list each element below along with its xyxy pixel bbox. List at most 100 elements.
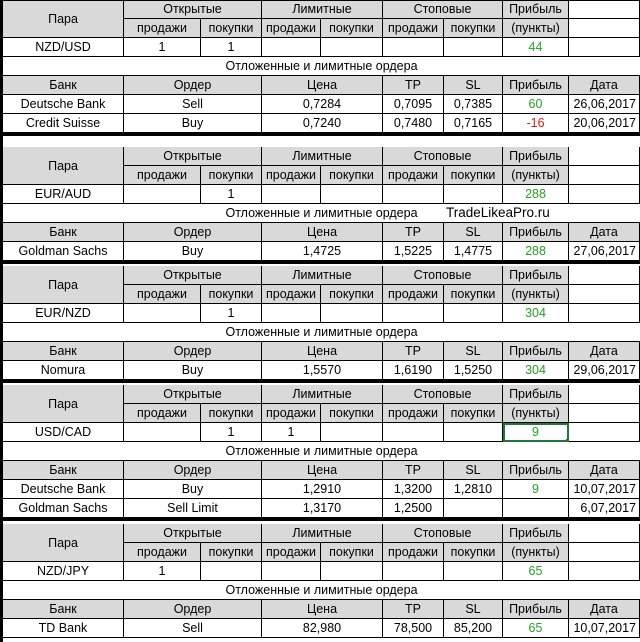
order-sl[interactable]: 0,7385 bbox=[444, 95, 503, 114]
order-type[interactable]: Sell bbox=[124, 95, 262, 114]
pair-name[interactable]: NZD/USD bbox=[3, 38, 124, 57]
open-buy-value[interactable] bbox=[201, 562, 262, 581]
order-date[interactable]: 26,06,2017 bbox=[569, 95, 640, 114]
order-profit-header[interactable]: Прибыль bbox=[503, 342, 569, 361]
order-price[interactable]: 1,2910 bbox=[262, 480, 383, 499]
pair-profit-value[interactable]: 44 bbox=[503, 38, 569, 57]
stop-header[interactable]: Стоповые bbox=[383, 266, 503, 285]
limit-buy-value[interactable] bbox=[321, 185, 383, 204]
stop-buy-value[interactable] bbox=[444, 304, 503, 323]
fill-handle[interactable] bbox=[566, 439, 571, 444]
sl-header[interactable]: SL bbox=[444, 342, 503, 361]
open-sell-header[interactable]: продажи bbox=[124, 285, 201, 304]
limit-buy-header[interactable]: покупки bbox=[321, 19, 383, 38]
profit-header[interactable]: Прибыль bbox=[503, 0, 569, 19]
stop-buy-value[interactable] bbox=[444, 423, 503, 442]
pair-header[interactable]: Пара bbox=[3, 266, 124, 304]
open-buy-value[interactable]: 1 bbox=[201, 423, 262, 442]
order-tp[interactable]: 1,2500 bbox=[383, 499, 444, 518]
limit-sell-value[interactable] bbox=[262, 185, 321, 204]
order-sl[interactable]: 1,2810 bbox=[444, 480, 503, 499]
stop-sell-header[interactable]: продажи bbox=[383, 19, 444, 38]
date-header[interactable]: Дата bbox=[569, 600, 640, 619]
pending-orders-title[interactable]: Отложенные и лимитные ордера bbox=[3, 204, 640, 223]
limit-buy-header[interactable]: покупки bbox=[321, 404, 383, 423]
order-bank[interactable]: Goldman Sachs bbox=[3, 242, 124, 261]
order-profit[interactable]: 60 bbox=[503, 95, 569, 114]
order-tp[interactable]: 0,7095 bbox=[383, 95, 444, 114]
open-header[interactable]: Открытые bbox=[124, 266, 262, 285]
open-sell-header[interactable]: продажи bbox=[124, 166, 201, 185]
order-profit-header[interactable]: Прибыль bbox=[503, 223, 569, 242]
points-header[interactable]: (пункты) bbox=[503, 285, 569, 304]
empty-cell[interactable] bbox=[569, 524, 640, 543]
points-header[interactable]: (пункты) bbox=[503, 19, 569, 38]
pair-profit-value[interactable]: 304 bbox=[503, 304, 569, 323]
stop-buy-header[interactable]: покупки bbox=[444, 285, 503, 304]
limit-header[interactable]: Лимитные bbox=[262, 0, 383, 19]
order-header[interactable]: Ордер bbox=[124, 342, 262, 361]
order-date[interactable]: 6,07,2017 bbox=[569, 499, 640, 518]
order-type[interactable]: Buy bbox=[124, 242, 262, 261]
limit-buy-value[interactable] bbox=[321, 38, 383, 57]
pending-orders-title[interactable]: Отложенные и лимитные ордера bbox=[3, 323, 640, 342]
order-sl[interactable] bbox=[444, 499, 503, 518]
tp-header[interactable]: TP bbox=[383, 342, 444, 361]
empty-cell[interactable] bbox=[569, 543, 640, 562]
limit-sell-header[interactable]: продажи bbox=[262, 404, 321, 423]
limit-sell-value[interactable]: 1 bbox=[262, 423, 321, 442]
limit-sell-header[interactable]: продажи bbox=[262, 285, 321, 304]
profit-header[interactable]: Прибыль bbox=[503, 385, 569, 404]
order-date[interactable]: 27,06,2017 bbox=[569, 242, 640, 261]
price-header[interactable]: Цена bbox=[262, 223, 383, 242]
tp-header[interactable]: TP bbox=[383, 76, 444, 95]
order-profit[interactable]: 288 bbox=[503, 242, 569, 261]
pair-header[interactable]: Пара bbox=[3, 524, 124, 562]
stop-sell-value[interactable] bbox=[383, 304, 444, 323]
stop-header[interactable]: Стоповые bbox=[383, 385, 503, 404]
order-sl[interactable]: 85,200 bbox=[444, 619, 503, 638]
open-buy-header[interactable]: покупки bbox=[201, 543, 262, 562]
order-price[interactable]: 1,3170 bbox=[262, 499, 383, 518]
price-header[interactable]: Цена bbox=[262, 342, 383, 361]
limit-header[interactable]: Лимитные bbox=[262, 266, 383, 285]
order-tp[interactable]: 78,500 bbox=[383, 619, 444, 638]
price-header[interactable]: Цена bbox=[262, 461, 383, 480]
profit-header[interactable]: Прибыль bbox=[503, 147, 569, 166]
sl-header[interactable]: SL bbox=[444, 76, 503, 95]
order-header[interactable]: Ордер bbox=[124, 223, 262, 242]
date-header[interactable]: Дата bbox=[569, 223, 640, 242]
order-bank[interactable]: Goldman Sachs bbox=[3, 499, 124, 518]
order-tp[interactable]: 1,5225 bbox=[383, 242, 444, 261]
empty-cell[interactable] bbox=[569, 562, 640, 581]
order-bank[interactable]: Deutsche Bank bbox=[3, 480, 124, 499]
order-sl[interactable]: 0,7165 bbox=[444, 114, 503, 133]
order-profit-header[interactable]: Прибыль bbox=[503, 461, 569, 480]
limit-sell-header[interactable]: продажи bbox=[262, 543, 321, 562]
order-type[interactable]: Sell Limit bbox=[124, 499, 262, 518]
price-header[interactable]: Цена bbox=[262, 600, 383, 619]
pending-orders-title[interactable]: Отложенные и лимитные ордера bbox=[3, 57, 640, 76]
pair-name[interactable]: USD/CAD bbox=[3, 423, 124, 442]
order-header[interactable]: Ордер bbox=[124, 461, 262, 480]
limit-sell-header[interactable]: продажи bbox=[262, 19, 321, 38]
profit-header[interactable]: Прибыль bbox=[503, 524, 569, 543]
stop-buy-value[interactable] bbox=[444, 185, 503, 204]
pair-profit-value[interactable]: 65 bbox=[503, 562, 569, 581]
limit-buy-value[interactable] bbox=[321, 304, 383, 323]
bank-header[interactable]: Банк bbox=[3, 76, 124, 95]
order-date[interactable]: 10,07,2017 bbox=[569, 619, 640, 638]
order-type[interactable]: Sell bbox=[124, 619, 262, 638]
open-sell-header[interactable]: продажи bbox=[124, 404, 201, 423]
stop-buy-header[interactable]: покупки bbox=[444, 166, 503, 185]
open-sell-value[interactable]: 1 bbox=[124, 38, 201, 57]
pair-name[interactable]: NZD/JPY bbox=[3, 562, 124, 581]
bank-header[interactable]: Банк bbox=[3, 600, 124, 619]
stop-header[interactable]: Стоповые bbox=[383, 524, 503, 543]
open-sell-value[interactable] bbox=[124, 304, 201, 323]
stop-sell-header[interactable]: продажи bbox=[383, 543, 444, 562]
limit-buy-header[interactable]: покупки bbox=[321, 543, 383, 562]
bank-header[interactable]: Банк bbox=[3, 342, 124, 361]
stop-sell-value[interactable] bbox=[383, 38, 444, 57]
pending-orders-title[interactable]: Отложенные и лимитные ордера bbox=[3, 581, 640, 600]
